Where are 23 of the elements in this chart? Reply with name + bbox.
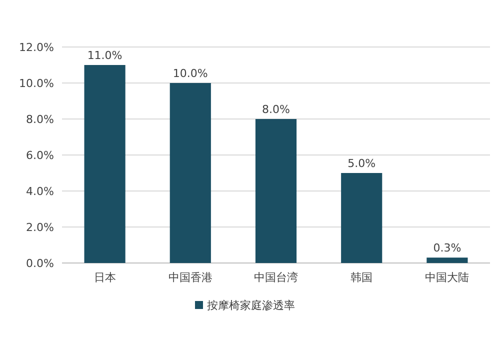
y-tick-label: 4.0%: [26, 185, 54, 198]
bar: [170, 83, 211, 263]
y-tick-label: 12.0%: [19, 41, 54, 54]
bar: [341, 173, 382, 263]
x-tick-label: 韩国: [350, 271, 373, 284]
data-label: 10.0%: [172, 67, 208, 80]
data-label: 11.0%: [87, 49, 122, 62]
y-tick-label: 0.0%: [26, 257, 54, 270]
x-tick-label: 中国香港: [168, 271, 212, 284]
y-tick-label: 10.0%: [19, 77, 54, 90]
x-tick-label: 中国大陆: [425, 271, 470, 284]
legend-label: 按摩椅家庭渗透率: [207, 299, 295, 312]
data-label: 8.0%: [262, 103, 290, 116]
bar: [255, 119, 297, 263]
x-tick-label: 日本: [94, 271, 116, 284]
y-tick-label: 6.0%: [26, 149, 54, 162]
bar: [84, 65, 126, 263]
y-tick-label: 2.0%: [26, 221, 54, 234]
y-tick-label: 8.0%: [26, 113, 54, 126]
x-tick-label: 中国台湾: [254, 271, 298, 284]
bar: [426, 258, 468, 263]
data-label: 5.0%: [348, 157, 376, 170]
data-label: 0.3%: [433, 242, 462, 255]
